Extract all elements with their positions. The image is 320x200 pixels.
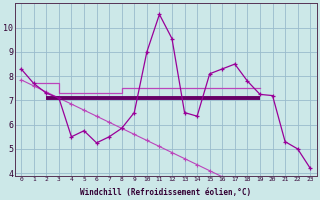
X-axis label: Windchill (Refroidissement éolien,°C): Windchill (Refroidissement éolien,°C) — [80, 188, 251, 197]
